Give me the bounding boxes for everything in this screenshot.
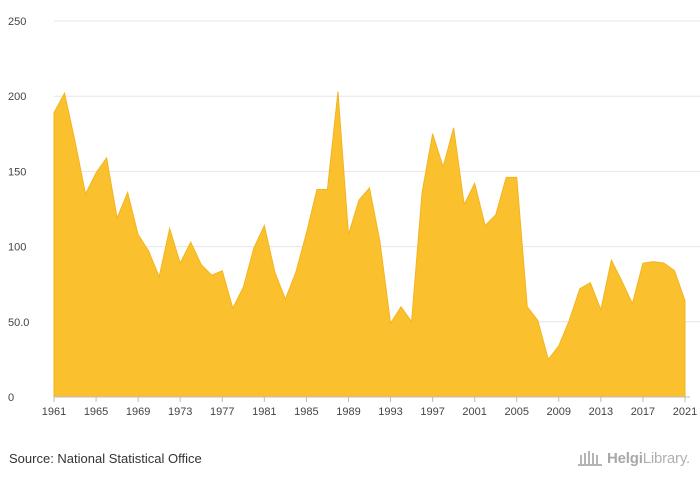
logo-text: HelgiLibrary. xyxy=(607,449,690,467)
x-tick-label: 2021 xyxy=(673,406,697,418)
library-building-icon xyxy=(578,451,602,466)
x-tick-label: 1981 xyxy=(252,406,276,418)
x-tick-label: 2001 xyxy=(462,406,486,418)
x-tick-label: 1997 xyxy=(420,406,444,418)
y-tick-label: 100 xyxy=(8,242,26,254)
y-tick-label: 250 xyxy=(8,16,26,28)
x-tick-label: 2013 xyxy=(589,406,613,418)
helgi-library-logo[interactable]: HelgiLibrary. xyxy=(577,449,690,467)
y-tick-label: 150 xyxy=(8,166,26,178)
x-tick-label: 1965 xyxy=(84,406,108,418)
x-tick-label: 2009 xyxy=(547,406,571,418)
x-tick-label: 1969 xyxy=(126,406,150,418)
x-tick-label: 1977 xyxy=(210,406,234,418)
area-series xyxy=(53,91,686,398)
x-tick-label: 1961 xyxy=(42,406,66,418)
x-tick-label: 2017 xyxy=(631,406,655,418)
x-tick-label: 1973 xyxy=(168,406,192,418)
y-tick-label: 0 xyxy=(8,392,14,404)
x-tick-label: 2005 xyxy=(504,406,528,418)
y-tick-label: 200 xyxy=(8,91,26,103)
x-tick-label: 1985 xyxy=(294,406,318,418)
source-note: Source: National Statistical Office xyxy=(9,451,202,466)
x-tick-label: 1989 xyxy=(336,406,360,418)
y-tick-label: 50.0 xyxy=(8,317,29,329)
x-tick-label: 1993 xyxy=(378,406,402,418)
area-chart: 0 50.0 100 150 200 250 1961 1965 1969 1973 1977 198… xyxy=(8,16,700,418)
